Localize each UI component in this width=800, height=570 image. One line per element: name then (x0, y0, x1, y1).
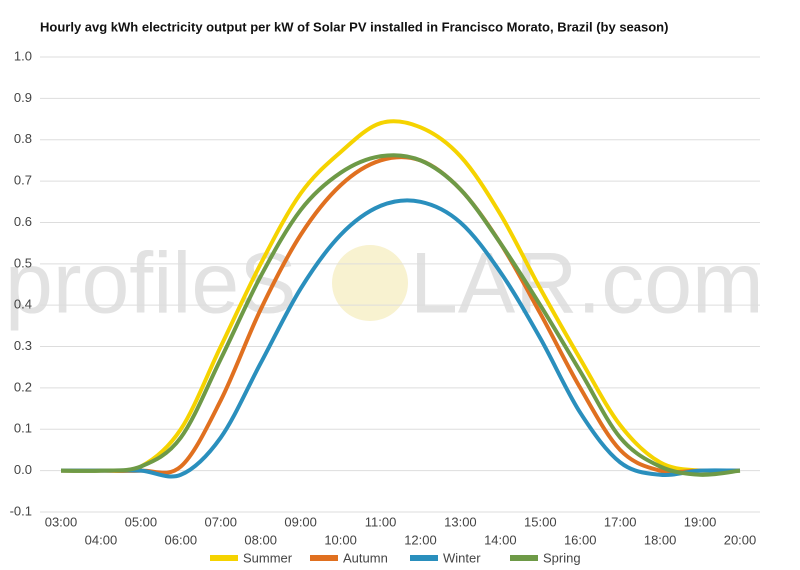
legend-label: Spring (543, 550, 581, 565)
x-tick-label: 17:00 (604, 514, 637, 529)
series-line (60, 153, 741, 477)
x-tick-label: 18:00 (644, 532, 677, 547)
y-tick-label: -0.1 (10, 503, 32, 518)
series-line (60, 119, 741, 474)
y-tick-label: 0.7 (14, 173, 32, 188)
legend-swatch (310, 555, 338, 561)
x-tick-label: 13:00 (444, 514, 477, 529)
legend-label: Autumn (343, 550, 388, 565)
watermark: LAR.com (410, 236, 764, 332)
x-tick-label: 03:00 (45, 514, 78, 529)
x-tick-label: 15:00 (524, 514, 557, 529)
x-tick-label: 19:00 (684, 514, 717, 529)
y-tick-label: 0.0 (14, 462, 32, 477)
x-tick-label: 10:00 (324, 532, 357, 547)
x-tick-label: 07:00 (204, 514, 237, 529)
y-tick-label: 1.0 (14, 48, 32, 63)
y-tick-label: 0.5 (14, 255, 32, 270)
x-tick-label: 04:00 (85, 532, 118, 547)
x-tick-label: 14:00 (484, 532, 517, 547)
y-tick-label: 0.8 (14, 131, 32, 146)
legend-swatch (410, 555, 438, 561)
legend-swatch (210, 555, 238, 561)
watermark-sun (332, 245, 408, 321)
x-tick-label: 05:00 (125, 514, 158, 529)
legend-label: Summer (243, 550, 293, 565)
x-tick-label: 12:00 (404, 532, 437, 547)
x-tick-label: 16:00 (564, 532, 597, 547)
x-tick-label: 11:00 (365, 514, 397, 529)
y-tick-label: 0.1 (14, 421, 32, 436)
legend-label: Winter (443, 550, 481, 565)
y-tick-label: 0.9 (14, 90, 32, 105)
x-tick-label: 06:00 (165, 532, 198, 547)
y-tick-label: 0.3 (14, 338, 32, 353)
x-tick-label: 08:00 (244, 532, 277, 547)
y-tick-label: 0.2 (14, 379, 32, 394)
chart-title: Hourly avg kWh electricity output per kW… (40, 19, 668, 34)
x-tick-label: 20:00 (724, 532, 757, 547)
legend-swatch (510, 555, 538, 561)
x-tick-label: 09:00 (284, 514, 317, 529)
watermark: profileS (5, 236, 297, 332)
y-tick-label: 0.4 (14, 297, 32, 312)
y-tick-label: 0.6 (14, 214, 32, 229)
series-line (60, 198, 741, 479)
